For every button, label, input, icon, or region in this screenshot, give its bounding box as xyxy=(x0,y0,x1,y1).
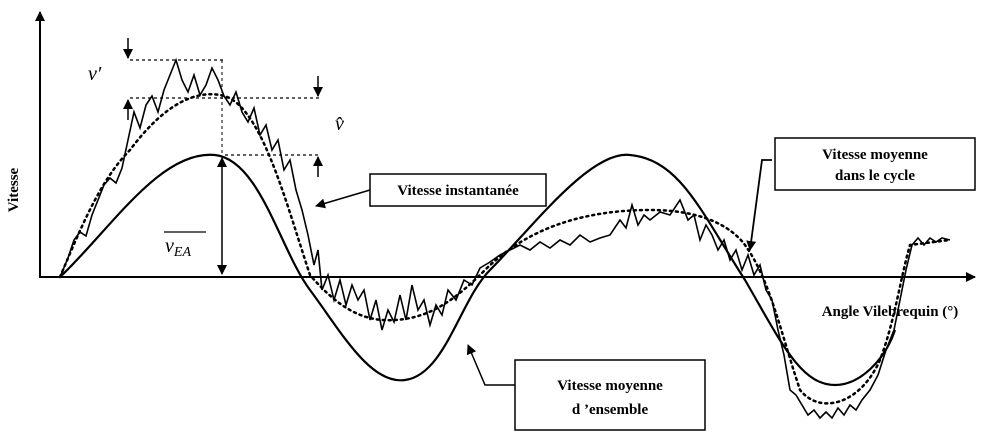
callout-leader xyxy=(466,344,515,386)
callout-ensemble: Vitesse moyenne d ’ensemble xyxy=(514,359,706,431)
callout-text: dans le cycle xyxy=(835,168,915,184)
ensemble-mean-curve xyxy=(59,153,897,387)
x-axis-label: Angle Vilebrequin (°) xyxy=(822,304,959,320)
callout-text: Vitesse instantanée xyxy=(397,183,519,199)
callout-leader xyxy=(746,159,772,251)
amplitude-symbol: v̂ xyxy=(335,113,344,135)
callout-text: d ’ensemble xyxy=(572,402,649,418)
fluctuation-symbol: v′ xyxy=(88,63,102,85)
cycle-mean-curve xyxy=(58,93,952,405)
callout-instantaneous: Vitesse instantanée xyxy=(369,173,547,207)
reference-lines xyxy=(130,59,320,156)
ensemble-symbol: vEA xyxy=(165,235,191,260)
callout-leader xyxy=(315,189,371,209)
ensemble-symbol-sub: EA xyxy=(173,245,192,260)
callout-cycle: Vitesse moyenne dans le cycle xyxy=(774,137,976,191)
instantaneous-curve xyxy=(59,57,951,420)
callout-text: Vitesse moyenne xyxy=(557,378,663,394)
y-axis-label: Vitesse xyxy=(6,167,22,212)
callout-text: Vitesse moyenne xyxy=(822,147,928,163)
ensemble-symbol-base: v xyxy=(165,235,174,257)
